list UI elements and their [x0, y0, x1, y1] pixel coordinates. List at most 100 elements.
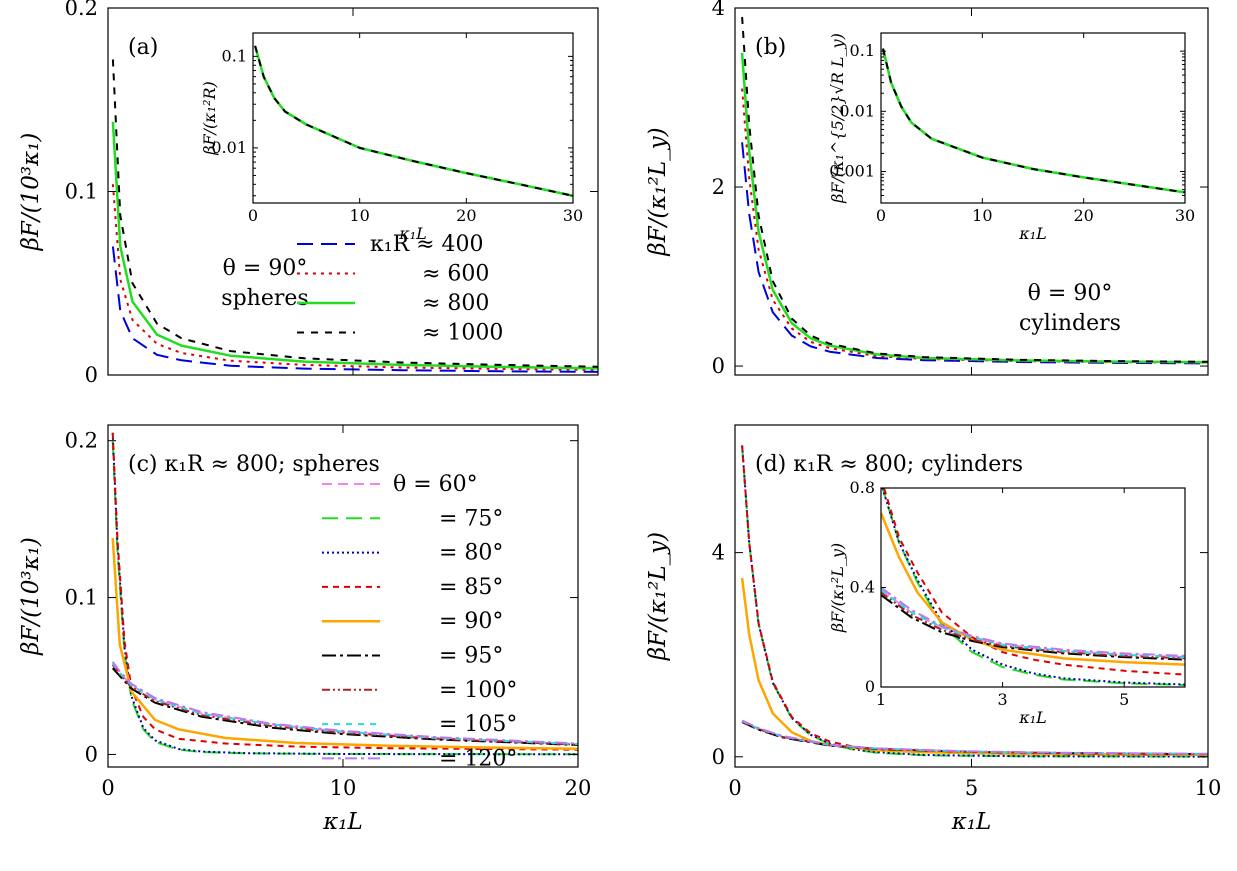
legend-entry: = 80° — [439, 541, 503, 566]
x-tick-label: 5 — [965, 776, 978, 800]
legend: κ₁R ≈ 400 ≈ 600 ≈ 800 ≈ 1000 — [297, 232, 503, 346]
series-line — [741, 720, 1208, 755]
series-line — [881, 589, 1185, 659]
series-line — [741, 16, 1208, 363]
x-tick-label: 3 — [998, 690, 1008, 709]
x-tick-label: 20 — [1073, 206, 1093, 225]
y-axis-label: βF/(κ₁²L_y) — [645, 532, 671, 661]
y-tick-label: 4 — [712, 541, 725, 565]
y-tick-label: 0 — [712, 745, 725, 769]
series-line — [881, 512, 1185, 666]
legend-entry: ≈ 1000 — [422, 321, 503, 346]
x-axis-label: κ₁L — [1018, 708, 1047, 727]
series-line — [741, 720, 1208, 756]
series-line — [111, 537, 578, 751]
panel-c: (c) κ₁R ≈ 800; spheres θ = 60° = 75° = 80° =… — [107, 424, 579, 771]
legend-entry: κ₁R ≈ 400 — [370, 232, 484, 257]
panel-label: (b) — [755, 35, 786, 60]
legend-entry: = 85° — [439, 575, 503, 600]
y-tick-label: 0.2 — [65, 429, 98, 453]
y-tick-label: 0 — [85, 742, 98, 766]
series-group — [111, 432, 578, 756]
x-tick-label: 0 — [101, 776, 114, 800]
panel-annotation: θ = 90° — [223, 256, 308, 281]
inset-frame — [880, 32, 1186, 204]
legend-entry: = 75° — [439, 506, 503, 531]
series-line — [741, 719, 1208, 755]
series-group — [111, 59, 598, 373]
axes-b: 0 2 4 βF/(κ₁²L_y) — [645, 0, 1209, 378]
x-tick-label: 10 — [349, 206, 369, 225]
y-tick-label: 0 — [712, 354, 725, 378]
panel-b: (b) θ = 90° cylinders — [734, 7, 1209, 376]
inset-b — [880, 32, 1186, 204]
series-line — [741, 721, 1208, 756]
legend-entry: = 105° — [439, 712, 517, 737]
y-axis-label: βF/(κ₁²L_y) — [645, 127, 671, 256]
series-line — [111, 121, 598, 370]
series-group — [881, 488, 1185, 686]
x-tick-label: 20 — [456, 206, 476, 225]
x-tick-label: 0 — [248, 206, 258, 225]
x-tick-label: 10 — [330, 776, 357, 800]
y-tick-label: 0.01 — [839, 101, 875, 120]
legend-entry: = 90° — [439, 609, 503, 634]
legend-entry: = 95° — [439, 644, 503, 669]
x-axis-label: κ₁L — [951, 809, 992, 835]
x-axis-label: κ₁L — [1018, 224, 1047, 243]
y-tick-label: 0.1 — [850, 41, 875, 60]
series-line — [254, 45, 573, 197]
legend: θ = 60° = 75° = 80° = 85° = 90° = 95° = 100° = … — [322, 472, 517, 771]
y-tick-label: 0 — [865, 677, 875, 696]
series-line — [111, 662, 578, 746]
series-group — [881, 48, 1185, 194]
panel-label: (c) κ₁R ≈ 800; spheres — [128, 452, 380, 477]
y-tick-label: 0.2 — [65, 0, 98, 20]
x-axis-label: κ₁L — [398, 224, 427, 243]
series-group — [740, 16, 1208, 365]
panel-annotation: cylinders — [1019, 311, 1121, 336]
panel-label: (d) κ₁R ≈ 800; cylinders — [755, 452, 1023, 477]
series-line — [881, 591, 1185, 660]
panel-d: (d) κ₁R ≈ 800; cylinders — [734, 424, 1209, 768]
panel-annotation: θ = 90° — [1028, 281, 1113, 306]
y-tick-label: 0.1 — [222, 46, 247, 65]
y-axis-label: βF/(10³κ₁) — [18, 537, 44, 656]
series-line — [111, 432, 578, 751]
x-tick-label: 10 — [1195, 776, 1222, 800]
legend-entry: = 100° — [439, 678, 517, 703]
legend-entry: θ = 60° — [393, 472, 478, 497]
x-tick-label: 1 — [876, 690, 886, 709]
y-tick-label: 0.1 — [65, 180, 98, 204]
inset-background — [881, 33, 1185, 203]
y-tick-label: 2 — [712, 175, 725, 199]
series-line — [111, 664, 578, 746]
y-tick-label: 0.001 — [829, 162, 875, 181]
inset-background — [881, 488, 1185, 687]
legend-entry: = 120° — [439, 746, 517, 771]
y-tick-label: 0 — [85, 363, 98, 387]
y-axis-label: βF/(κ₁^{5/2}√R L_y) — [828, 33, 847, 204]
panel-label: (a) — [128, 35, 158, 60]
x-tick-label: 10 — [972, 206, 992, 225]
y-tick-label: 0.4 — [850, 578, 875, 597]
y-tick-label: 0.1 — [65, 586, 98, 610]
series-line — [882, 48, 1185, 194]
series-line — [881, 594, 1185, 661]
x-tick-label: 0 — [728, 776, 741, 800]
y-tick-label: 4 — [712, 0, 725, 20]
y-axis-label: βF/(10³κ₁) — [18, 133, 44, 252]
panel-annotation: spheres — [221, 286, 308, 311]
y-tick-label: 0.01 — [211, 138, 247, 157]
x-tick-label: 30 — [1175, 206, 1195, 225]
y-axis-label: βF/(κ₁²R) — [200, 81, 219, 156]
series-line — [882, 488, 1185, 676]
inset-a — [252, 32, 574, 204]
series-group — [740, 445, 1208, 758]
axes-c: 0 10 20 0 0.1 0.2 κ₁L βF/(10³κ₁) — [18, 425, 591, 835]
x-tick-label: 5 — [1119, 690, 1129, 709]
inset-frame — [252, 32, 574, 204]
y-tick-label: 0.8 — [850, 478, 875, 497]
